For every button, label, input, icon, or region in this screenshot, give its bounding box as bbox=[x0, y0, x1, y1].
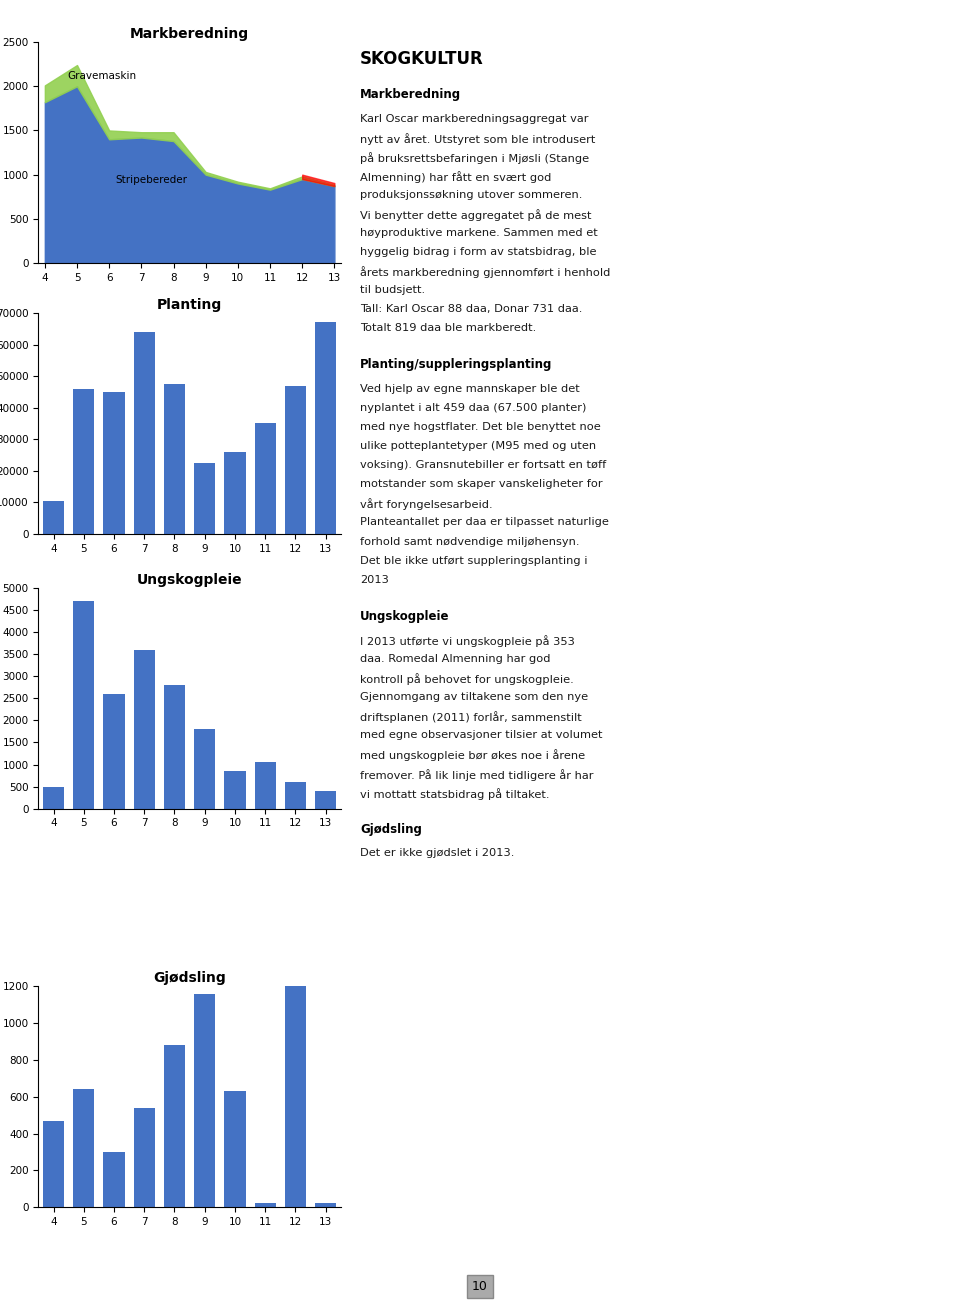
Bar bbox=[225, 771, 246, 809]
Bar bbox=[43, 786, 64, 809]
Text: voksing). Gransnutebiller er fortsatt en tøff: voksing). Gransnutebiller er fortsatt en… bbox=[360, 460, 607, 471]
Text: Vi benytter dette aggregatet på de mest: Vi benytter dette aggregatet på de mest bbox=[360, 209, 591, 221]
Text: nyplantet i alt 459 daa (67.500 planter): nyplantet i alt 459 daa (67.500 planter) bbox=[360, 402, 587, 413]
Bar bbox=[133, 650, 155, 809]
Text: hyggelig bidrag i form av statsbidrag, ble: hyggelig bidrag i form av statsbidrag, b… bbox=[360, 247, 596, 258]
Bar bbox=[133, 1107, 155, 1207]
Bar bbox=[254, 763, 276, 809]
Bar bbox=[73, 1089, 94, 1207]
Bar bbox=[194, 994, 215, 1207]
Text: Markberedning: Markberedning bbox=[360, 88, 461, 101]
Text: 10: 10 bbox=[472, 1279, 488, 1293]
Bar bbox=[285, 385, 306, 534]
Bar bbox=[73, 601, 94, 809]
Text: motstander som skaper vanskeligheter for: motstander som skaper vanskeligheter for bbox=[360, 479, 603, 489]
Text: Stripebereder: Stripebereder bbox=[115, 175, 187, 185]
Bar bbox=[104, 1152, 125, 1207]
Text: Ungskogpleie: Ungskogpleie bbox=[360, 609, 449, 622]
Bar bbox=[43, 501, 64, 534]
Text: Ved hjelp av egne mannskaper ble det: Ved hjelp av egne mannskaper ble det bbox=[360, 384, 580, 394]
Bar bbox=[254, 423, 276, 534]
Text: høyproduktive markene. Sammen med et: høyproduktive markene. Sammen med et bbox=[360, 227, 598, 238]
Bar bbox=[104, 694, 125, 809]
Text: med ungskogpleie bør økes noe i årene: med ungskogpleie bør økes noe i årene bbox=[360, 750, 586, 761]
Bar bbox=[43, 1120, 64, 1207]
Title: Ungskogpleie: Ungskogpleie bbox=[136, 572, 243, 586]
Bar bbox=[315, 1203, 336, 1207]
Bar bbox=[104, 392, 125, 534]
Bar bbox=[225, 1091, 246, 1207]
Bar bbox=[164, 1045, 185, 1207]
Bar bbox=[133, 331, 155, 534]
Bar bbox=[254, 1203, 276, 1207]
Text: til budsjett.: til budsjett. bbox=[360, 285, 425, 296]
Bar bbox=[315, 322, 336, 534]
Bar bbox=[164, 685, 185, 809]
Bar bbox=[285, 986, 306, 1207]
Text: I 2013 utførte vi ungskogpleie på 353: I 2013 utførte vi ungskogpleie på 353 bbox=[360, 635, 575, 647]
Text: fremover. På lik linje med tidligere år har: fremover. På lik linje med tidligere år … bbox=[360, 768, 593, 781]
Text: Tall: Karl Oscar 88 daa, Donar 731 daa.: Tall: Karl Oscar 88 daa, Donar 731 daa. bbox=[360, 304, 583, 314]
Text: driftsplanen (2011) forlår, sammenstilt: driftsplanen (2011) forlår, sammenstilt bbox=[360, 711, 582, 723]
Title: Markberedning: Markberedning bbox=[130, 26, 250, 41]
Text: produksjonssøkning utover sommeren.: produksjonssøkning utover sommeren. bbox=[360, 189, 583, 200]
Text: SKOGKULTUR: SKOGKULTUR bbox=[360, 50, 484, 68]
Text: nytt av året. Utstyret som ble introdusert: nytt av året. Utstyret som ble introduse… bbox=[360, 133, 595, 145]
Text: Totalt 819 daa ble markberedt.: Totalt 819 daa ble markberedt. bbox=[360, 323, 537, 334]
Text: kontroll på behovet for ungskogpleie.: kontroll på behovet for ungskogpleie. bbox=[360, 673, 574, 685]
Text: Karl Oscar markberedningsaggregat var: Karl Oscar markberedningsaggregat var bbox=[360, 114, 588, 124]
Bar bbox=[194, 730, 215, 809]
Bar bbox=[194, 463, 215, 534]
Text: forhold samt nødvendige miljøhensyn.: forhold samt nødvendige miljøhensyn. bbox=[360, 537, 580, 547]
Text: Planteantallet per daa er tilpasset naturlige: Planteantallet per daa er tilpasset natu… bbox=[360, 517, 609, 527]
Text: på bruksrettsbefaringen i Mjøsli (Stange: på bruksrettsbefaringen i Mjøsli (Stange bbox=[360, 151, 589, 164]
Text: Gjennomgang av tiltakene som den nye: Gjennomgang av tiltakene som den nye bbox=[360, 692, 588, 702]
Title: Planting: Planting bbox=[157, 297, 222, 312]
Bar bbox=[225, 452, 246, 534]
Bar bbox=[285, 782, 306, 809]
Text: Gravemaskin: Gravemaskin bbox=[67, 71, 136, 82]
Text: Det ble ikke utført suppleringsplanting i: Det ble ikke utført suppleringsplanting … bbox=[360, 555, 588, 565]
Text: 2013: 2013 bbox=[360, 575, 389, 585]
Title: Gjødsling: Gjødsling bbox=[154, 970, 226, 985]
Text: årets markberedning gjennomført i henhold: årets markberedning gjennomført i henhol… bbox=[360, 266, 611, 279]
Text: Planting/suppleringsplanting: Planting/suppleringsplanting bbox=[360, 358, 552, 371]
Text: vi mottatt statsbidrag på tiltaket.: vi mottatt statsbidrag på tiltaket. bbox=[360, 788, 549, 800]
Bar bbox=[164, 384, 185, 534]
Bar bbox=[315, 792, 336, 809]
Text: med egne observasjoner tilsier at volumet: med egne observasjoner tilsier at volume… bbox=[360, 730, 603, 740]
Text: med nye hogstflater. Det ble benyttet noe: med nye hogstflater. Det ble benyttet no… bbox=[360, 422, 601, 433]
Bar bbox=[73, 389, 94, 534]
Text: vårt foryngelsesarbeid.: vårt foryngelsesarbeid. bbox=[360, 498, 492, 510]
Text: daa. Romedal Almenning har god: daa. Romedal Almenning har god bbox=[360, 654, 550, 664]
Text: Det er ikke gjødslet i 2013.: Det er ikke gjødslet i 2013. bbox=[360, 848, 515, 859]
Text: Gjødsling: Gjødsling bbox=[360, 822, 421, 835]
Text: ulike potteplantetyper (M95 med og uten: ulike potteplantetyper (M95 med og uten bbox=[360, 441, 596, 451]
Text: Almenning) har fått en svært god: Almenning) har fått en svært god bbox=[360, 171, 551, 183]
